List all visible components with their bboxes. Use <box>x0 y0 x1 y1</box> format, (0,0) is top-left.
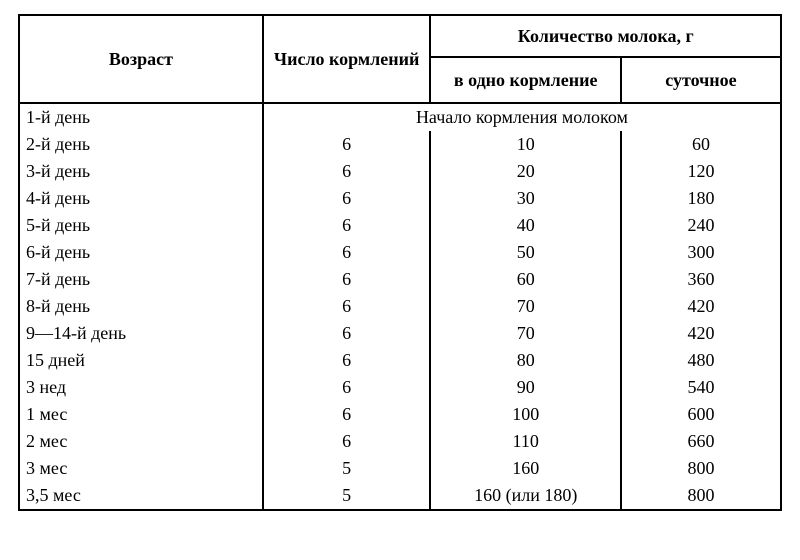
header-milk-group: Количество молока, г <box>430 15 781 57</box>
cell-daily: 800 <box>621 455 781 482</box>
cell-daily: 420 <box>621 320 781 347</box>
cell-feeds: 6 <box>263 293 431 320</box>
cell-age: 3 нед <box>19 374 263 401</box>
table-row: 1-й деньНачало кормления молоком <box>19 103 781 131</box>
cell-per-feeding: 110 <box>430 428 621 455</box>
cell-age: 2 мес <box>19 428 263 455</box>
table-row: 3 нед690540 <box>19 374 781 401</box>
cell-age: 1-й день <box>19 103 263 131</box>
table-row: 1 мес6100600 <box>19 401 781 428</box>
cell-age: 8-й день <box>19 293 263 320</box>
cell-daily: 60 <box>621 131 781 158</box>
table-row: 4-й день630180 <box>19 185 781 212</box>
cell-daily: 120 <box>621 158 781 185</box>
cell-feeds: 6 <box>263 131 431 158</box>
table-row: 3 мес5160800 <box>19 455 781 482</box>
cell-per-feeding: 80 <box>430 347 621 374</box>
header-feeds: Число кормлений <box>263 15 431 103</box>
cell-feeds: 5 <box>263 455 431 482</box>
cell-daily: 420 <box>621 293 781 320</box>
table-row: 5-й день640240 <box>19 212 781 239</box>
cell-feeds: 6 <box>263 185 431 212</box>
cell-feeds: 6 <box>263 320 431 347</box>
cell-feeds: 6 <box>263 347 431 374</box>
cell-daily: 180 <box>621 185 781 212</box>
cell-age: 4-й день <box>19 185 263 212</box>
cell-per-feeding: 90 <box>430 374 621 401</box>
header-daily: суточное <box>621 57 781 103</box>
cell-daily: 480 <box>621 347 781 374</box>
cell-per-feeding: 160 <box>430 455 621 482</box>
cell-feeds: 5 <box>263 482 431 510</box>
cell-per-feeding: 10 <box>430 131 621 158</box>
table-row: 6-й день650300 <box>19 239 781 266</box>
cell-daily: 540 <box>621 374 781 401</box>
table-row: 3,5 мес5160 (или 180)800 <box>19 482 781 510</box>
cell-age: 5-й день <box>19 212 263 239</box>
cell-per-feeding: 60 <box>430 266 621 293</box>
cell-start-note: Начало кормления молоком <box>263 103 781 131</box>
cell-age: 7-й день <box>19 266 263 293</box>
cell-per-feeding: 160 (или 180) <box>430 482 621 510</box>
cell-per-feeding: 50 <box>430 239 621 266</box>
cell-daily: 800 <box>621 482 781 510</box>
feeding-schedule-table: Возраст Число кормлений Количество молок… <box>18 14 782 511</box>
cell-per-feeding: 70 <box>430 293 621 320</box>
cell-feeds: 6 <box>263 212 431 239</box>
header-per-feeding: в одно кормление <box>430 57 621 103</box>
cell-age: 3-й день <box>19 158 263 185</box>
cell-per-feeding: 20 <box>430 158 621 185</box>
cell-age: 6-й день <box>19 239 263 266</box>
cell-feeds: 6 <box>263 374 431 401</box>
cell-per-feeding: 70 <box>430 320 621 347</box>
table-row: 8-й день670420 <box>19 293 781 320</box>
cell-feeds: 6 <box>263 239 431 266</box>
table-row: 7-й день660360 <box>19 266 781 293</box>
table-row: 9—14-й день670420 <box>19 320 781 347</box>
table-row: 2 мес6110660 <box>19 428 781 455</box>
cell-feeds: 6 <box>263 428 431 455</box>
cell-daily: 660 <box>621 428 781 455</box>
cell-age: 15 дней <box>19 347 263 374</box>
cell-per-feeding: 100 <box>430 401 621 428</box>
cell-age: 2-й день <box>19 131 263 158</box>
cell-feeds: 6 <box>263 158 431 185</box>
cell-age: 3 мес <box>19 455 263 482</box>
cell-age: 3,5 мес <box>19 482 263 510</box>
table-row: 2-й день61060 <box>19 131 781 158</box>
cell-daily: 300 <box>621 239 781 266</box>
cell-per-feeding: 30 <box>430 185 621 212</box>
cell-per-feeding: 40 <box>430 212 621 239</box>
table-row: 3-й день620120 <box>19 158 781 185</box>
header-age: Возраст <box>19 15 263 103</box>
table-row: 15 дней680480 <box>19 347 781 374</box>
cell-feeds: 6 <box>263 401 431 428</box>
cell-daily: 600 <box>621 401 781 428</box>
cell-age: 1 мес <box>19 401 263 428</box>
cell-age: 9—14-й день <box>19 320 263 347</box>
cell-feeds: 6 <box>263 266 431 293</box>
cell-daily: 240 <box>621 212 781 239</box>
cell-daily: 360 <box>621 266 781 293</box>
